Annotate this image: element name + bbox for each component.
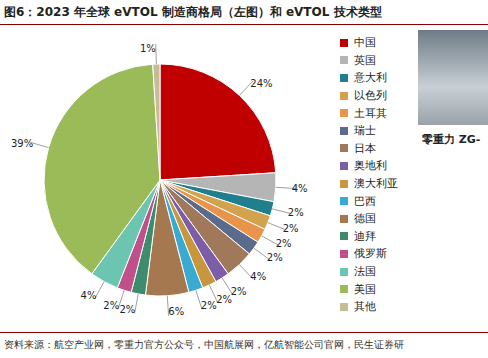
svg-text:4%: 4% [292, 183, 308, 194]
html-text:英国: 英国 [354, 53, 376, 67]
svg-text:2%: 2% [288, 207, 304, 218]
html-text:资料来源：航空产业网，零重力官方公众号，中国航展网，亿航智能: 资料来源：航空产业网，零重力官方公众号，中国航展网，亿航智能公司官网，民生证券研 [4, 339, 404, 350]
html-text:图6：2023 年全球 eVTOL 制造商格局（左图）和 e: 图6：2023 年全球 eVTOL 制造商格局（左图）和 eVTOL 技术类型 [4, 5, 382, 19]
svg-text:4%: 4% [250, 271, 266, 282]
html-text:俄罗斯: 俄罗斯 [354, 247, 387, 261]
svg-text:2%: 2% [267, 252, 283, 263]
html-text:法国: 法国 [354, 265, 376, 278]
html-text:零重力 ZG-: 零重力 ZG- [422, 133, 481, 146]
svg-text:2%: 2% [283, 223, 299, 234]
svg-text:39%: 39% [11, 138, 33, 149]
html-text:以色列: 以色列 [354, 89, 387, 103]
html-text:其他: 其他 [354, 300, 376, 314]
html-text:奥地利: 奥地利 [354, 159, 387, 173]
html-text:澳大利亚: 澳大利亚 [354, 177, 398, 190]
svg-text:1%: 1% [140, 43, 156, 54]
html-text:巴西: 巴西 [354, 194, 376, 208]
svg-text:2%: 2% [119, 304, 135, 315]
svg-text:6%: 6% [168, 306, 184, 317]
html-text:瑞士: 瑞士 [354, 124, 376, 138]
html-text:美国: 美国 [354, 282, 376, 296]
svg-text:2%: 2% [276, 238, 292, 249]
html-text:土耳其: 土耳其 [354, 106, 387, 120]
svg-text:24%: 24% [250, 78, 272, 89]
svg-text:2%: 2% [216, 294, 232, 305]
svg-text:2%: 2% [103, 300, 119, 311]
html-text:德国: 德国 [354, 212, 376, 226]
html-text:迪拜: 迪拜 [354, 229, 376, 243]
html-text:意大利: 意大利 [354, 71, 387, 85]
svg-text:4%: 4% [81, 290, 97, 301]
html-text:中国: 中国 [354, 36, 376, 50]
html-text:日本: 日本 [354, 141, 376, 155]
svg-text:2%: 2% [201, 300, 217, 311]
svg-text:2%: 2% [231, 286, 247, 297]
